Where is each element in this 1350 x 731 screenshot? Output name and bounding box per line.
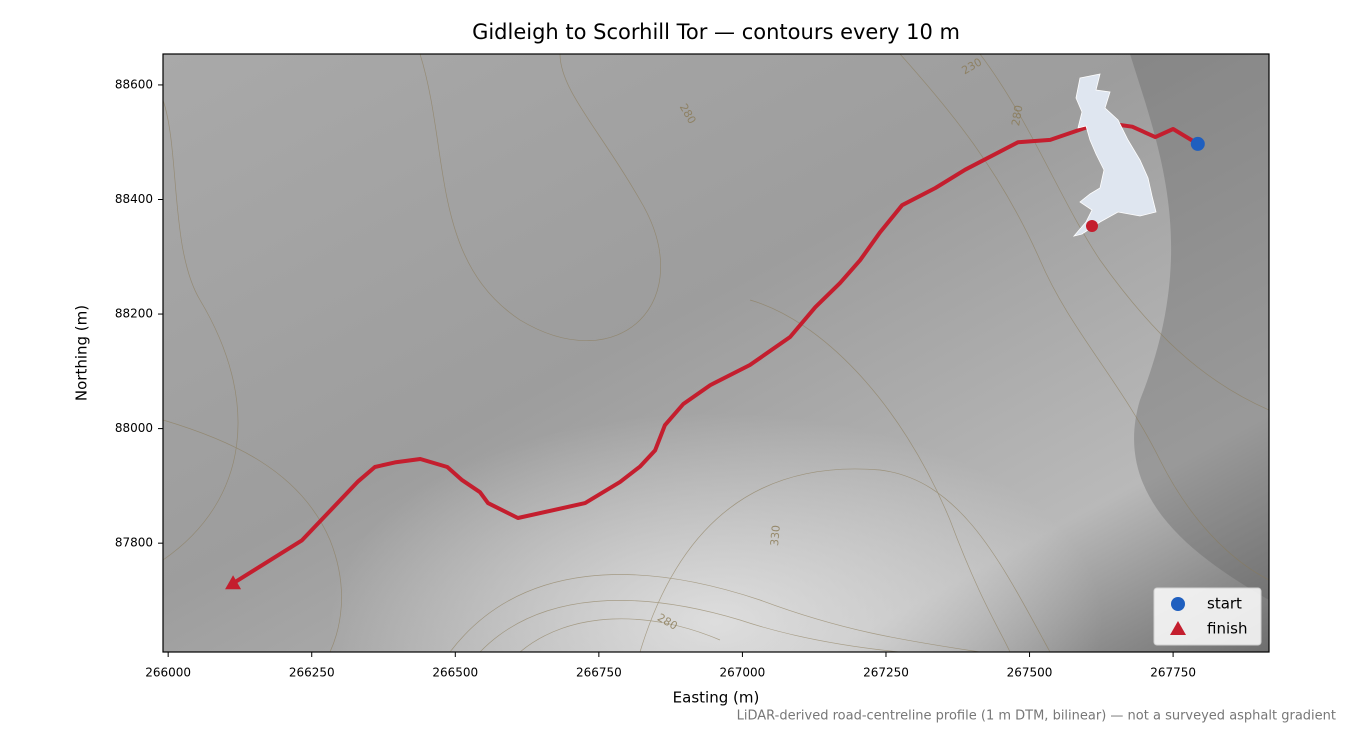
footnote: LiDAR-derived road-centreline profile (1…	[737, 709, 1336, 724]
route-line	[231, 121, 1200, 586]
x-tick-label: 267500	[1007, 666, 1053, 680]
finish-marker	[225, 575, 242, 590]
start-marker	[1190, 136, 1205, 151]
chart-title: Gidleigh to Scorhill Tor — contours ever…	[472, 20, 960, 44]
x-axis-label: Easting (m)	[673, 689, 760, 707]
y-axis-label: Northing (m)	[73, 305, 91, 401]
legend-symbol	[1171, 597, 1185, 611]
y-tick-label: 88600	[115, 77, 153, 91]
contour-label: 280	[1009, 104, 1025, 127]
x-tick-label: 266750	[576, 666, 622, 680]
x-tick-label: 267000	[720, 666, 766, 680]
plot-frame	[162, 53, 1270, 653]
legend-label: finish	[1207, 620, 1247, 638]
x-tick-label: 266000	[145, 666, 191, 680]
contour-label: 330	[768, 524, 783, 546]
x-tick-label: 266500	[432, 666, 478, 680]
y-tick-label: 87800	[115, 536, 153, 550]
y-tick-label: 88200	[115, 307, 153, 321]
x-tick-label: 266250	[289, 666, 335, 680]
x-tick-label: 267750	[1150, 666, 1196, 680]
y-tick-label: 88400	[115, 192, 153, 206]
legend-label: start	[1207, 595, 1242, 613]
x-tick-label: 267250	[863, 666, 909, 680]
uk-inset	[1072, 73, 1157, 237]
y-tick-label: 88000	[115, 421, 153, 435]
hillshade: 230 280 280 330 280	[163, 54, 1269, 652]
legend-symbol	[1170, 621, 1186, 635]
